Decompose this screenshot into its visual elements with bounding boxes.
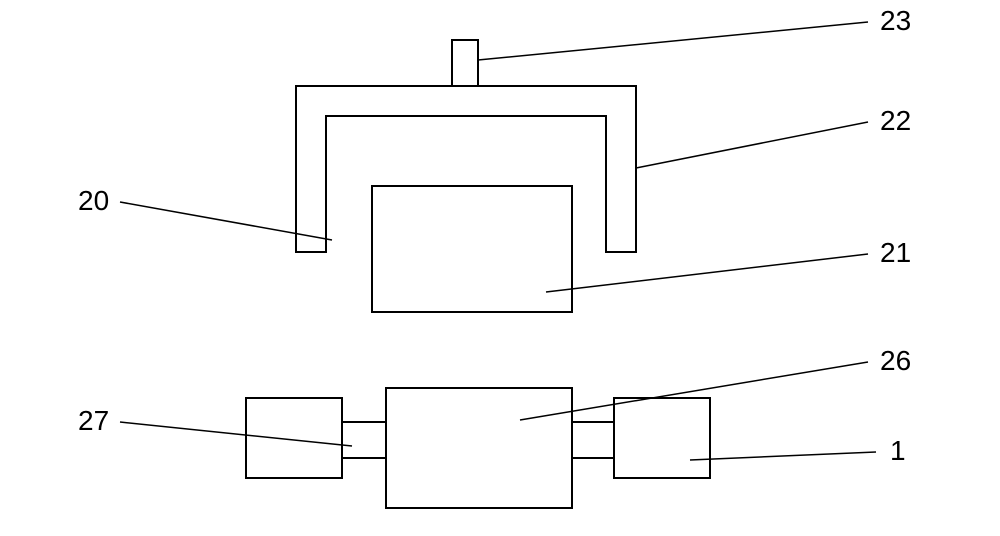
label-21: 21 [880, 237, 911, 268]
part-23 [452, 40, 478, 86]
engineering-diagram: 1 20 21 22 23 26 27 [0, 0, 1000, 536]
label-1: 1 [890, 435, 906, 466]
label-26: 26 [880, 345, 911, 376]
part-21 [372, 186, 572, 312]
right-connector [572, 422, 614, 458]
label-22: 22 [880, 105, 911, 136]
leader-23 [478, 22, 868, 60]
leader-22 [636, 122, 868, 168]
leader-21 [546, 254, 868, 292]
left-block [246, 398, 342, 478]
leader-20 [120, 202, 332, 240]
label-27: 27 [78, 405, 109, 436]
label-20: 20 [78, 185, 109, 216]
label-23: 23 [880, 5, 911, 36]
leader-1 [690, 452, 876, 460]
part-27-connector [342, 422, 386, 458]
part-1 [614, 398, 710, 478]
leader-27 [120, 422, 352, 446]
part-22-bracket [296, 86, 636, 252]
part-26 [386, 388, 572, 508]
